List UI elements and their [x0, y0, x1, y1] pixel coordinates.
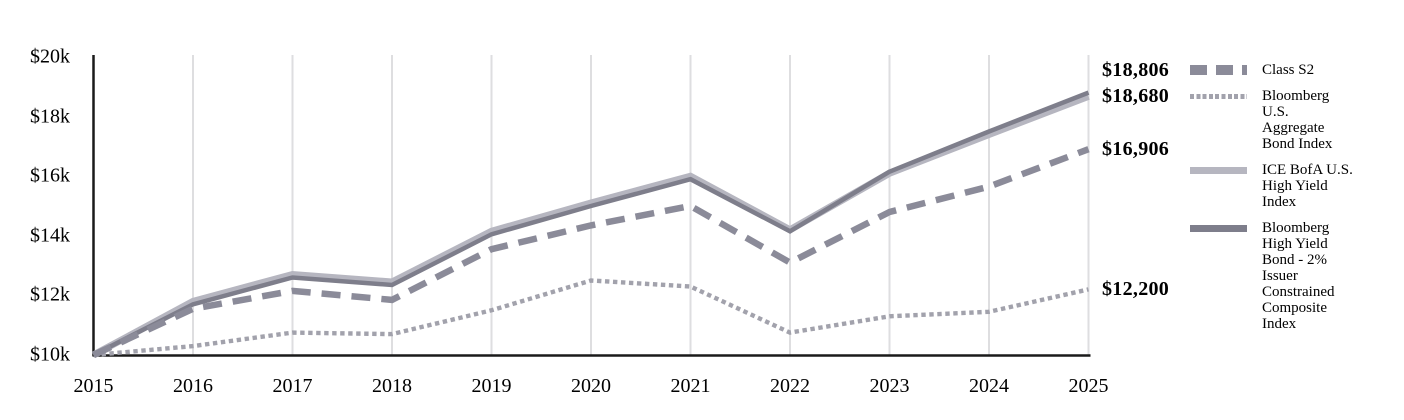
legend-swatch-solid-line-icon	[1190, 167, 1247, 174]
legend-label-line: Bond Index	[1262, 136, 1333, 152]
x-tick-label-2016: 2016	[173, 375, 213, 397]
series-line-class-s2	[92, 146, 1090, 358]
legend-label-line: ICE BofA U.S.	[1262, 162, 1353, 178]
legend-label-line: Index	[1262, 194, 1297, 210]
x-tick-label-2023: 2023	[869, 375, 910, 397]
legend-label-line: High Yield	[1262, 236, 1328, 252]
y-tick-label-$14k: $14k	[30, 224, 70, 247]
legend-label-bloomberg-us-aggregate-bond-index: Bloomberg U.S. Aggregate Bond Index	[1262, 88, 1354, 152]
legend-swatch-solid-line-icon	[1190, 225, 1247, 232]
end-label-class-s2: $16,906	[1102, 138, 1170, 161]
legend-label-ice-bofa-us-high-yield-index: ICE BofA U.S. High Yield Index	[1262, 162, 1354, 210]
legend-label-line: Constrained	[1262, 284, 1335, 300]
x-tick-label-2022: 2022	[770, 375, 810, 397]
x-tick-label-2021: 2021	[670, 375, 711, 397]
legend-item-bloomberg-high-yield-bond-2pct-issuer-constrained-composite-index: Bloomberg High Yield Bond - 2% Issuer Constr…	[1190, 220, 1354, 332]
legend-label-class-s2: Class S2	[1262, 62, 1354, 78]
legend-label-bloomberg-high-yield-bond-2pct-issuer-constrained-composite-index: Bloomberg High Yield Bond - 2% Issuer Constr…	[1262, 220, 1354, 332]
y-tick-label-$20k: $20k	[30, 45, 70, 68]
x-tick-label-2024: 2024	[969, 375, 1009, 397]
legend-label-line: Aggregate	[1262, 120, 1325, 136]
legend-label-line: High Yield	[1262, 178, 1328, 194]
y-tick-label-$18k: $18k	[30, 105, 70, 128]
series-line-bloomberg-us-aggregate-bond-index	[93, 278, 1089, 358]
end-label-bloomberg-high-yield-bond-2pct-issuer-constrained-composite-index: $18,806	[1102, 59, 1170, 82]
legend-swatch-dashed-line-icon	[1190, 65, 1247, 75]
series-line-bloomberg-high-yield-bond-2pct-issuer-constrained-composite-index	[92, 90, 1090, 358]
legend-label-line: Bloomberg	[1262, 220, 1330, 236]
x-tick-label-2018: 2018	[372, 375, 412, 397]
legend-label-line: Issuer	[1262, 268, 1298, 284]
x-tick-label-2019: 2019	[471, 375, 512, 397]
legend-label-line: U.S.	[1262, 104, 1289, 120]
legend-label-line: Composite	[1262, 300, 1328, 316]
legend-item-ice-bofa-us-high-yield-index: ICE BofA U.S. High Yield Index	[1190, 162, 1354, 210]
end-label-ice-bofa-us-high-yield-index: $18,680	[1102, 85, 1170, 108]
x-tick-label-2020: 2020	[571, 375, 611, 397]
x-tick-label-2017: 2017	[272, 375, 313, 397]
y-tick-label-$16k: $16k	[30, 164, 70, 187]
x-tick-label-2015: 2015	[73, 375, 114, 397]
x-tick-label-2025: 2025	[1068, 375, 1109, 397]
y-tick-label-$12k: $12k	[30, 283, 70, 306]
legend-swatch-dotted-line-icon	[1190, 94, 1247, 99]
legend-label-line: Bloomberg	[1262, 88, 1330, 104]
legend-item-class-s2: Class S2	[1190, 62, 1354, 78]
y-tick-label-$10k: $10k	[30, 343, 70, 366]
legend-label-line: Bond - 2%	[1262, 252, 1327, 268]
legend-label-line: Class S2	[1262, 62, 1315, 78]
legend-item-bloomberg-us-aggregate-bond-index: Bloomberg U.S. Aggregate Bond Index	[1190, 88, 1354, 152]
end-label-bloomberg-us-aggregate-bond-index: $12,200	[1102, 278, 1170, 301]
legend-label-line: Index	[1262, 316, 1297, 332]
chart-legend: Class S2 Bloomberg U.S. Aggregate Bond Index…	[1190, 62, 1354, 332]
